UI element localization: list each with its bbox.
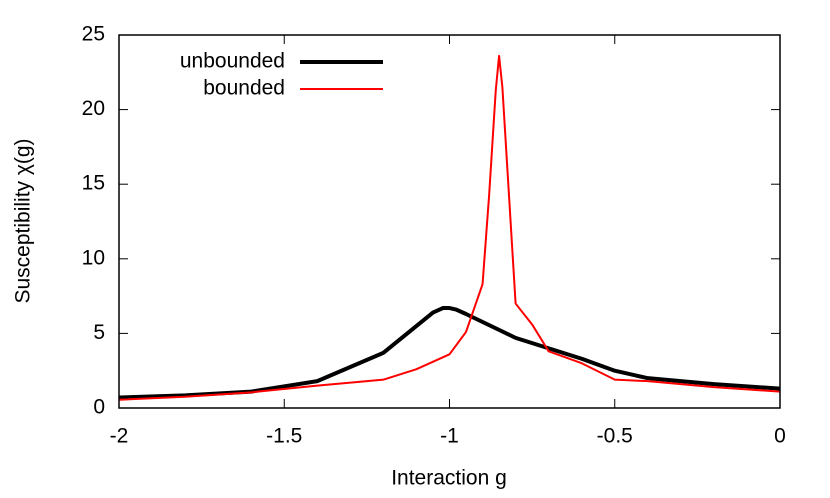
legend-label: bounded (203, 77, 285, 100)
x-axis-label: Interaction g (391, 467, 507, 490)
series-line (118, 54, 781, 401)
y-axis-label: Susceptibility χ(g) (12, 138, 35, 303)
y-tick-label: 25 (82, 23, 105, 46)
y-tick-label: 15 (82, 172, 105, 195)
series-line (118, 306, 781, 400)
x-tick-label: -1.5 (266, 425, 302, 448)
x-tick-label: -1 (440, 425, 459, 448)
legend-label: unbounded (180, 50, 285, 73)
y-tick-label: 5 (93, 321, 105, 344)
x-tick-label: -0.5 (597, 425, 633, 448)
x-tick-label: -2 (110, 425, 129, 448)
y-tick-label: 10 (82, 246, 105, 269)
y-tick-label: 0 (93, 396, 105, 419)
plot-frame (118, 34, 781, 409)
x-tick-label: 0 (774, 425, 786, 448)
y-tick-label: 20 (82, 97, 105, 120)
